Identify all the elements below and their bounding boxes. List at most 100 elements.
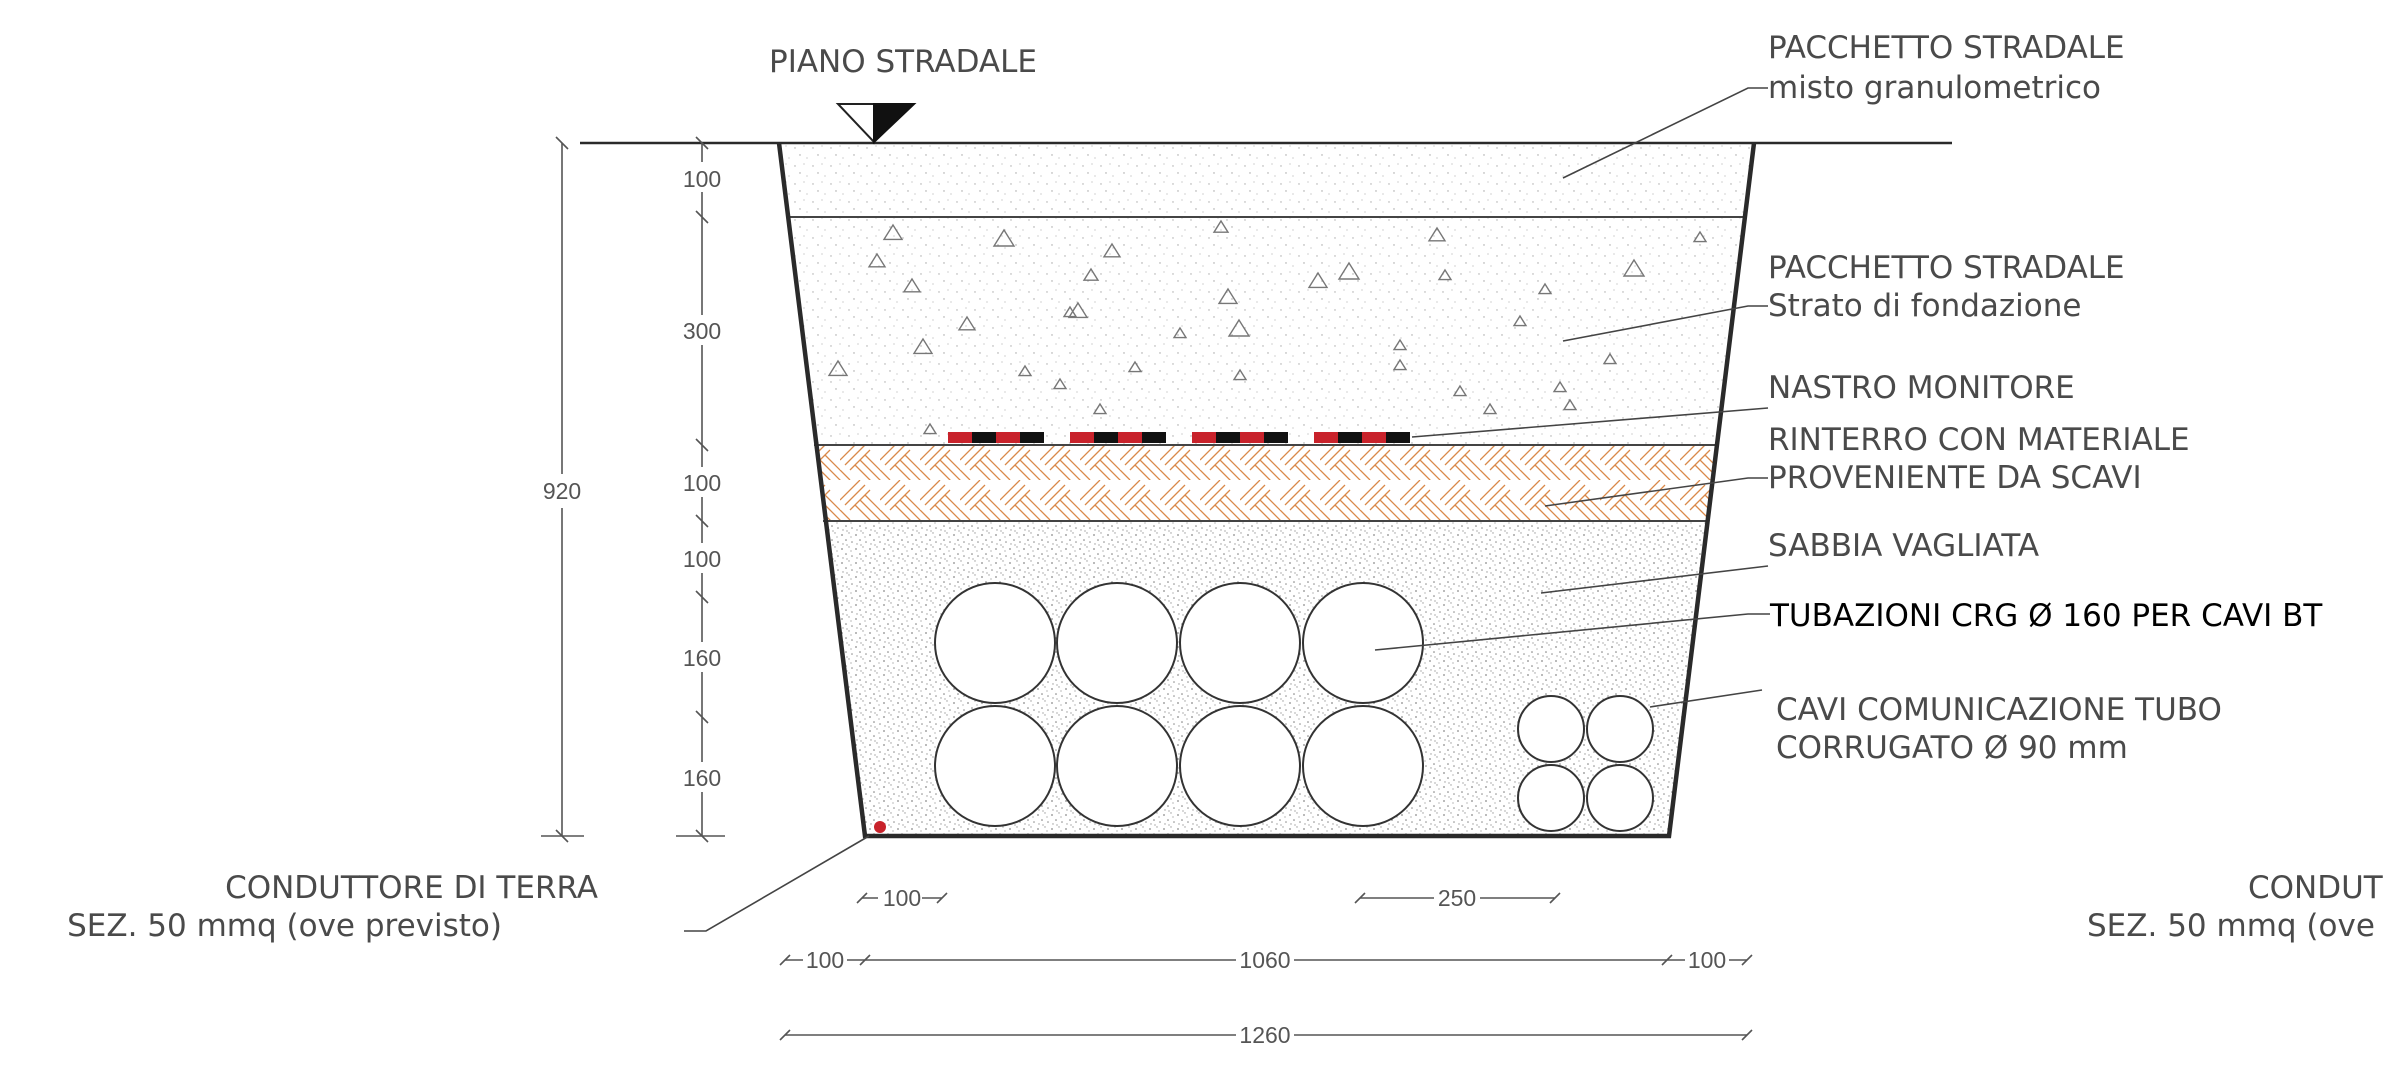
pipe-160 — [1179, 705, 1301, 827]
pacchetto1-sub: misto granulometrico — [1768, 70, 2101, 106]
aggregate-triangle — [1172, 326, 1188, 339]
ground-conductor-dot — [874, 821, 886, 833]
leader-pacchetto2 — [1562, 305, 1768, 342]
aggregate-triangle — [1017, 364, 1033, 377]
leader-conduttore — [684, 835, 870, 932]
warning-tape-segment — [1240, 432, 1264, 443]
aggregate-triangle — [1602, 352, 1618, 365]
dim-total-depth-label: 920 — [543, 478, 581, 504]
dim-layer-6: 160 — [683, 765, 721, 791]
warning-tape-segment — [948, 432, 972, 443]
level-marker-black — [873, 103, 917, 145]
aggregate-triangle — [1212, 219, 1230, 233]
dim-layer-4: 100 — [683, 546, 721, 572]
aggregate-triangle — [1537, 282, 1553, 295]
warning-tape-segment — [996, 432, 1020, 443]
warning-tape-segment — [1362, 432, 1386, 443]
aggregate-triangle — [1307, 271, 1329, 289]
aggregate-triangle — [1227, 318, 1251, 337]
cavi-label-2: CORRUGATO Ø 90 mm — [1776, 730, 2128, 766]
pipe-160 — [934, 705, 1056, 827]
dim-layer-tick — [695, 514, 709, 528]
aggregate-triangle — [1082, 267, 1100, 281]
aggregate-triangle — [1692, 230, 1708, 243]
pacchetto1-title: PACCHETTO STRADALE — [1768, 30, 2125, 66]
sabbia-label: SABBIA VAGLIATA — [1768, 528, 2039, 564]
warning-tape-segment — [1094, 432, 1118, 443]
conduttore-label-2: SEZ. 50 mmq (ove previsto) — [67, 908, 502, 944]
tubazioni-label: TUBAZIONI CRG Ø 160 PER CAVI BT — [1769, 598, 2323, 634]
pipe-160 — [1302, 705, 1424, 827]
aggregate-triangle — [1092, 402, 1108, 415]
warning-tape-segment — [1118, 432, 1142, 443]
aggregate-triangle — [992, 228, 1016, 247]
aggregate-triangle — [1452, 384, 1468, 397]
leader-sabbia — [1540, 565, 1769, 594]
warning-tape-segment — [1216, 432, 1240, 443]
aggregate-triangle — [902, 277, 922, 293]
dim-layer-tick — [695, 210, 709, 224]
aggregate-triangle — [827, 359, 849, 377]
foundation-layer — [779, 217, 1754, 445]
aggregate-triangle — [1067, 301, 1089, 319]
dim-inner-width-label: 1060 — [1239, 947, 1290, 973]
dim-layer-tick — [695, 438, 709, 452]
leader-tubazioni — [1374, 613, 1770, 651]
warning-tape-segment — [1386, 432, 1410, 443]
road-surface-layer — [779, 143, 1754, 217]
leader-nastro — [1411, 407, 1769, 438]
aggregate-triangle — [1052, 377, 1068, 390]
pacchetto2-sub: Strato di fondazione — [1768, 288, 2081, 324]
conduttore-dup-label-1: CONDUT — [2248, 870, 2384, 906]
warning-tape-segment — [972, 432, 996, 443]
pipe-90 — [1517, 764, 1585, 832]
warning-tape-segment — [1192, 432, 1216, 443]
warning-tape-segment — [1020, 432, 1044, 443]
aggregate-triangle — [1102, 242, 1122, 258]
conduttore-dup-label-2: SEZ. 50 mmq (ove — [2087, 908, 2375, 944]
aggregate-triangle — [867, 252, 887, 268]
dim-layer-tick — [695, 136, 709, 150]
warning-tape — [948, 432, 1410, 443]
dim-layer-tick — [695, 710, 709, 724]
aggregate-triangle — [1232, 368, 1248, 381]
pipe-90 — [1517, 695, 1585, 763]
aggregate-triangles — [827, 219, 1708, 435]
warning-tape-segment — [1314, 432, 1338, 443]
aggregate-triangle — [957, 315, 977, 331]
dim-layer-1: 100 — [683, 166, 721, 192]
leader-rinterro — [1544, 477, 1768, 507]
dim-side-left-label: 100 — [806, 947, 844, 973]
rinterro-label-2: PROVENIENTE DA SCAVI — [1768, 460, 2142, 496]
leader-cavi — [1649, 689, 1763, 708]
nastro-label: NASTRO MONITORE — [1768, 370, 2075, 406]
dim-ground-offset-label: 100 — [883, 885, 921, 911]
pipe-160 — [1179, 582, 1301, 704]
aggregate-triangle — [1437, 268, 1453, 281]
cavi-label-1: CAVI COMUNICAZIONE TUBO — [1776, 692, 2222, 728]
aggregate-triangle — [1337, 261, 1361, 280]
level-marker-white — [835, 103, 875, 145]
aggregate-triangle — [882, 223, 904, 241]
pipe-160 — [1056, 705, 1178, 827]
pipes-group — [934, 582, 1654, 832]
warning-tape-segment — [1338, 432, 1362, 443]
dim-layer-tick — [695, 829, 709, 843]
warning-tape-segment — [1264, 432, 1288, 443]
pacchetto2-title: PACCHETTO STRADALE — [1768, 250, 2125, 286]
trench-outline — [776, 142, 1757, 839]
piano-stradale-label: PIANO STRADALE — [769, 44, 1037, 80]
conduttore-label-1: CONDUTTORE DI TERRA — [225, 870, 598, 906]
pipe-160 — [934, 582, 1056, 704]
pipe-90 — [1586, 764, 1654, 832]
warning-tape-segment — [1142, 432, 1166, 443]
pipe-160 — [1056, 582, 1178, 704]
dim-total-depth-tick-top — [555, 136, 569, 150]
aggregate-triangle — [1392, 338, 1408, 351]
aggregate-triangle — [1562, 398, 1578, 411]
aggregate-triangle — [1622, 258, 1646, 277]
dim-layer-tick — [695, 590, 709, 604]
aggregate-triangle — [1512, 314, 1528, 327]
aggregate-triangle — [1482, 402, 1498, 415]
aggregate-triangle — [922, 422, 938, 435]
